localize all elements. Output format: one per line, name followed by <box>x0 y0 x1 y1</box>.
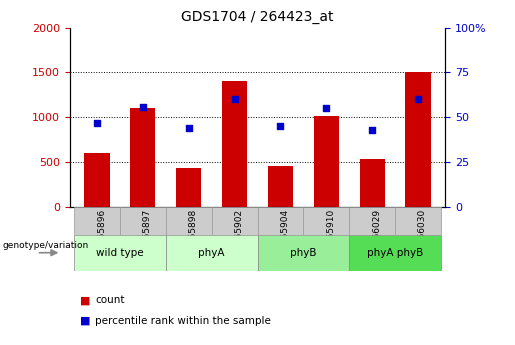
Bar <box>268 166 293 207</box>
Text: GSM65902: GSM65902 <box>234 208 244 257</box>
Bar <box>303 207 349 235</box>
Bar <box>74 235 166 271</box>
Text: ■: ■ <box>80 316 90 326</box>
Point <box>368 127 376 132</box>
Text: phyA: phyA <box>198 248 225 258</box>
Text: ■: ■ <box>80 295 90 305</box>
Bar <box>74 207 120 235</box>
Bar <box>359 159 385 207</box>
Text: GSM65898: GSM65898 <box>188 208 198 258</box>
Point <box>277 124 285 129</box>
Point <box>93 120 101 126</box>
Bar <box>176 168 201 207</box>
Bar <box>212 207 258 235</box>
Bar <box>314 116 339 207</box>
Point <box>414 97 422 102</box>
Bar <box>258 207 303 235</box>
Text: GSM65910: GSM65910 <box>327 208 335 258</box>
Text: genotype/variation: genotype/variation <box>3 241 89 250</box>
Bar <box>120 207 166 235</box>
Text: GSM66030: GSM66030 <box>418 208 427 258</box>
Bar <box>166 207 212 235</box>
Text: GSM65904: GSM65904 <box>281 208 289 257</box>
Bar <box>258 235 349 271</box>
Text: phyA phyB: phyA phyB <box>367 248 423 258</box>
Text: wild type: wild type <box>96 248 144 258</box>
Point <box>139 104 147 109</box>
Text: percentile rank within the sample: percentile rank within the sample <box>95 316 271 326</box>
Text: count: count <box>95 295 125 305</box>
Text: GSM66029: GSM66029 <box>372 208 381 257</box>
Bar <box>166 235 258 271</box>
Bar <box>349 207 395 235</box>
Bar <box>84 153 110 207</box>
Point <box>322 106 331 111</box>
Bar <box>130 108 156 207</box>
Text: phyB: phyB <box>290 248 317 258</box>
Point <box>184 125 193 131</box>
Title: GDS1704 / 264423_at: GDS1704 / 264423_at <box>181 10 334 24</box>
Text: GSM65896: GSM65896 <box>97 208 106 258</box>
Point <box>230 97 238 102</box>
Bar <box>395 207 441 235</box>
Bar <box>405 71 431 207</box>
Bar <box>222 81 247 207</box>
Bar <box>349 235 441 271</box>
Text: GSM65897: GSM65897 <box>143 208 152 258</box>
